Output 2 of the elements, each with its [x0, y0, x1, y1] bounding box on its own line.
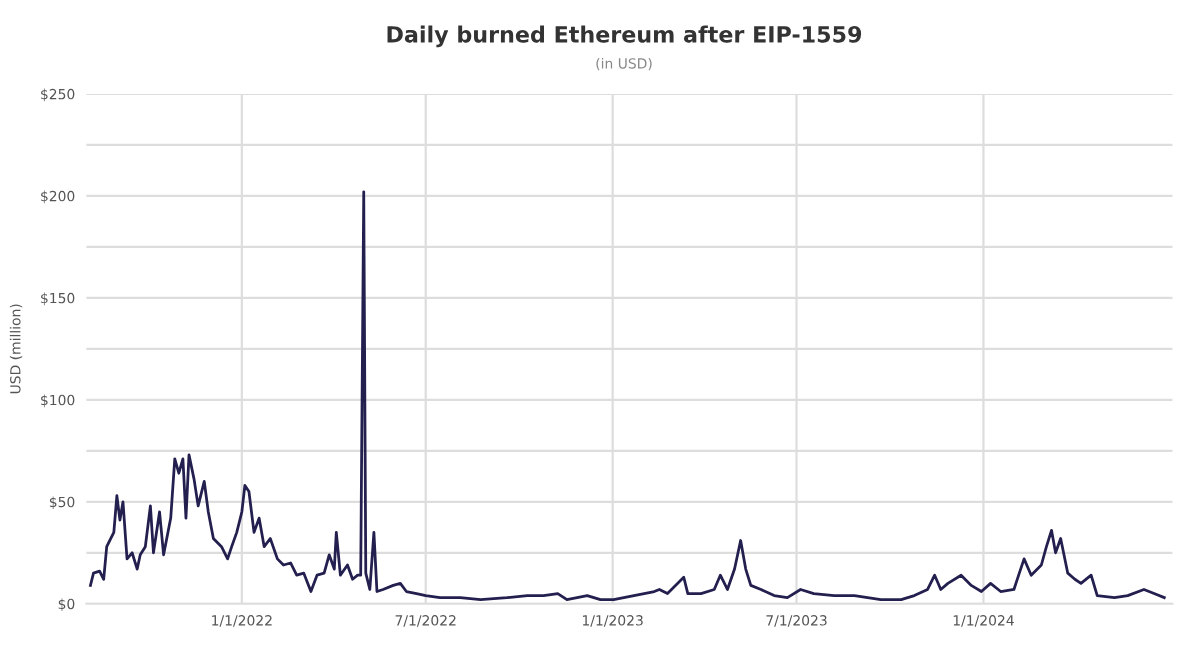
line-series	[89, 190, 1166, 602]
chart-title: Daily burned Ethereum after EIP-1559	[387, 25, 862, 48]
